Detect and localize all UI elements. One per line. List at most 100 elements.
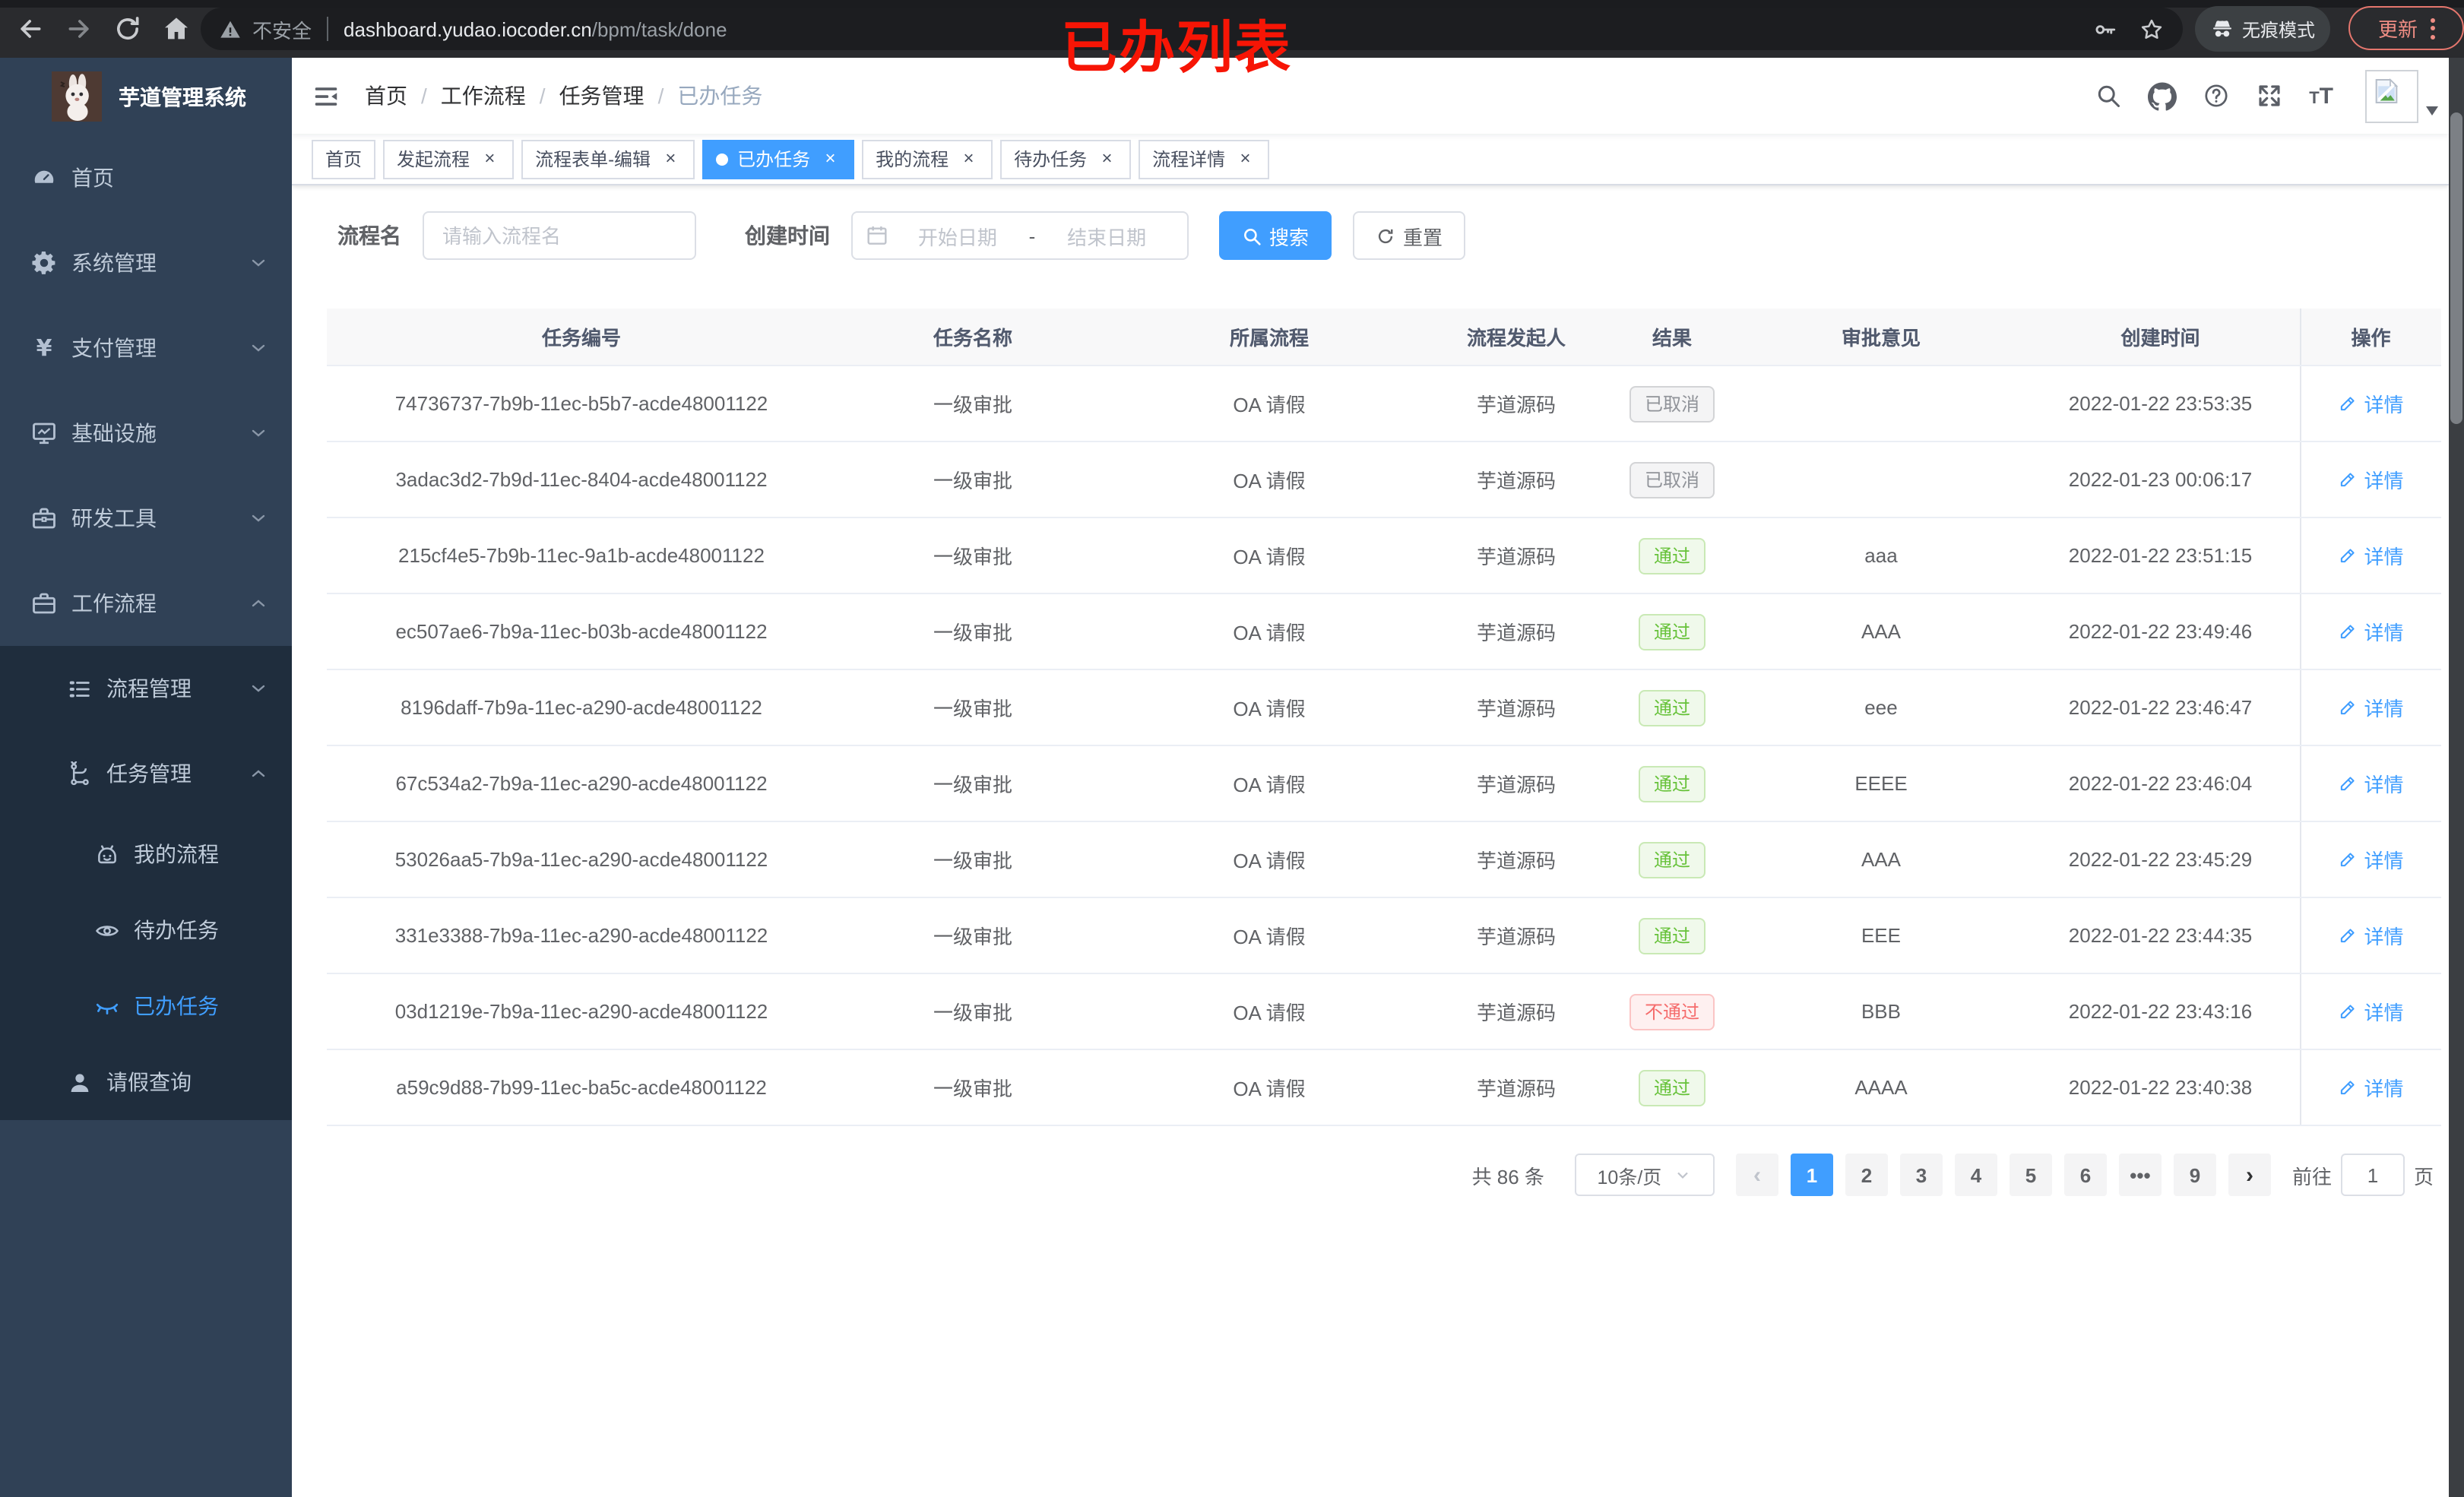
chevron-down-icon [249, 679, 268, 698]
tab-close-icon[interactable]: × [665, 147, 676, 168]
detail-button[interactable]: 详情 [2338, 997, 2404, 1026]
help-icon[interactable] [2203, 82, 2230, 109]
browser-update-button[interactable]: 更新 [2348, 6, 2464, 50]
tab[interactable]: 待办任务 × [1000, 139, 1132, 179]
detail-button[interactable]: 详情 [2338, 921, 2404, 950]
cell-task-name: 一级审批 [836, 821, 1110, 898]
page-number-button[interactable]: 3 [1899, 1154, 1943, 1196]
more-dots-icon[interactable] [2430, 17, 2434, 39]
tab-close-icon[interactable]: × [1101, 147, 1113, 168]
back-icon[interactable] [15, 14, 46, 44]
sidebar-item-task-management[interactable]: 任务管理 [0, 731, 292, 816]
tab[interactable]: 流程表单-编辑 × [521, 139, 695, 179]
page-number-button[interactable]: 9 [2173, 1154, 2216, 1196]
scrollbar-thumb[interactable] [2450, 112, 2462, 424]
sidebar-item-workflow[interactable]: 工作流程 [0, 561, 292, 646]
sidebar-item-devtools[interactable]: 研发工具 [0, 476, 292, 561]
sidebar-item-done-tasks[interactable]: 已办任务 [0, 968, 292, 1044]
tab[interactable]: 首页 × [312, 139, 376, 179]
breadcrumb-item[interactable]: 首页 [365, 84, 407, 108]
page-number-button[interactable]: 6 [2063, 1154, 2107, 1196]
status-badge: 通过 [1638, 917, 1705, 954]
detail-button-label: 详情 [2364, 850, 2404, 872]
page-scrollbar[interactable] [2449, 58, 2464, 1497]
caret-down-icon[interactable] [2426, 106, 2438, 115]
chevron-up-icon [249, 594, 268, 612]
cell-comment [1740, 442, 2022, 518]
process-name-input[interactable] [423, 211, 696, 260]
sidebar-item-home[interactable]: 首页 [0, 135, 292, 220]
next-page-button[interactable]: › [2228, 1154, 2271, 1196]
user-avatar[interactable] [2365, 69, 2438, 122]
reset-button[interactable]: 重置 [1353, 211, 1466, 260]
cell-actions: 详情 [2299, 517, 2441, 594]
detail-button-label: 详情 [2364, 546, 2404, 568]
hamburger-icon[interactable] [312, 81, 340, 110]
reload-icon[interactable] [112, 14, 143, 44]
page-number-button[interactable]: 2 [1845, 1154, 1888, 1196]
tab[interactable]: 我的流程 × [862, 139, 993, 179]
sidebar-item-process-management[interactable]: 流程管理 [0, 646, 292, 731]
cell-process: OA 请假 [1110, 821, 1429, 898]
search-button[interactable]: 搜索 [1219, 211, 1332, 260]
page-number-button[interactable]: 4 [1954, 1154, 1997, 1196]
sidebar-item-label: 支付管理 [71, 336, 157, 360]
page-number-button[interactable]: ••• [2118, 1154, 2162, 1196]
sidebar-item-label: 基础设施 [71, 421, 157, 445]
forward-icon[interactable] [64, 14, 94, 44]
tab[interactable]: 发起流程 × [383, 139, 515, 179]
detail-button[interactable]: 详情 [2338, 693, 2404, 722]
sidebar-item-payment[interactable]: ¥ 支付管理 [0, 305, 292, 391]
cell-task-id: a59c9d88-7b99-11ec-ba5c-acde48001122 [327, 1049, 836, 1126]
tab-close-icon[interactable]: × [963, 147, 974, 168]
key-icon[interactable] [2092, 16, 2117, 42]
detail-button-label: 详情 [2364, 394, 2404, 416]
breadcrumb-item[interactable]: 工作流程 [440, 84, 526, 108]
page-number-button[interactable]: 1 [1790, 1154, 1833, 1196]
tab-close-icon[interactable]: × [825, 147, 836, 168]
tab-close-icon[interactable]: × [484, 147, 496, 168]
update-label: 更新 [2377, 18, 2418, 41]
github-icon[interactable] [2148, 81, 2177, 110]
done-task-table: 任务编号 任务名称 所属流程 流程发起人 结果 审批意见 创建时间 操作 747… [327, 309, 2441, 1126]
tab[interactable]: 已办任务 × [702, 139, 855, 179]
detail-button[interactable]: 详情 [2338, 1073, 2404, 1102]
home-icon[interactable] [161, 14, 192, 44]
cell-process: OA 请假 [1110, 973, 1429, 1050]
tab-label: 待办任务 [1014, 149, 1088, 170]
detail-button[interactable]: 详情 [2338, 465, 2404, 494]
tab[interactable]: 流程详情 × [1139, 139, 1270, 179]
cell-comment: eee [1740, 669, 2022, 746]
chevron-down-icon [1677, 1172, 1689, 1179]
breadcrumb-item[interactable]: 任务管理 [559, 84, 645, 108]
detail-button[interactable]: 详情 [2338, 769, 2404, 798]
url-bar[interactable]: 不安全 dashboard.yudao.iocoder.cn/bpm/task/… [201, 8, 2183, 50]
cell-starter: 芋道源码 [1429, 669, 1604, 746]
detail-button[interactable]: 详情 [2338, 845, 2404, 874]
fullscreen-icon[interactable] [2256, 82, 2283, 109]
star-icon[interactable] [2139, 16, 2165, 42]
page-number-button[interactable]: 5 [2009, 1154, 2052, 1196]
prev-page-button[interactable]: ‹ [1735, 1154, 1778, 1196]
detail-button-label: 详情 [2364, 698, 2404, 720]
tab-close-icon[interactable]: × [1240, 147, 1251, 168]
sidebar-item-todo-tasks[interactable]: 待办任务 [0, 892, 292, 968]
cell-starter: 芋道源码 [1429, 442, 1604, 518]
detail-button[interactable]: 详情 [2338, 389, 2404, 418]
sidebar-item-leave-query[interactable]: 请假查询 [0, 1044, 292, 1120]
cell-process: OA 请假 [1110, 366, 1429, 442]
chevron-down-icon [249, 254, 268, 272]
detail-button[interactable]: 详情 [2338, 617, 2404, 646]
page-size-select[interactable]: 10条/页 [1574, 1154, 1715, 1196]
sidebar-logo[interactable]: 芋道管理系统 [0, 58, 292, 135]
date-range-picker[interactable]: 开始日期 - 结束日期 [851, 211, 1189, 260]
search-icon[interactable] [2095, 82, 2122, 109]
sidebar-item-system[interactable]: 系统管理 [0, 220, 292, 305]
page-unit-label: 页 [2413, 1165, 2434, 1188]
cell-created: 2022-01-22 23:51:15 [2022, 517, 2300, 594]
detail-button[interactable]: 详情 [2338, 541, 2404, 570]
goto-page-input[interactable] [2340, 1154, 2405, 1196]
sidebar-item-infrastructure[interactable]: 基础设施 [0, 391, 292, 476]
sidebar-item-my-process[interactable]: 我的流程 [0, 816, 292, 892]
